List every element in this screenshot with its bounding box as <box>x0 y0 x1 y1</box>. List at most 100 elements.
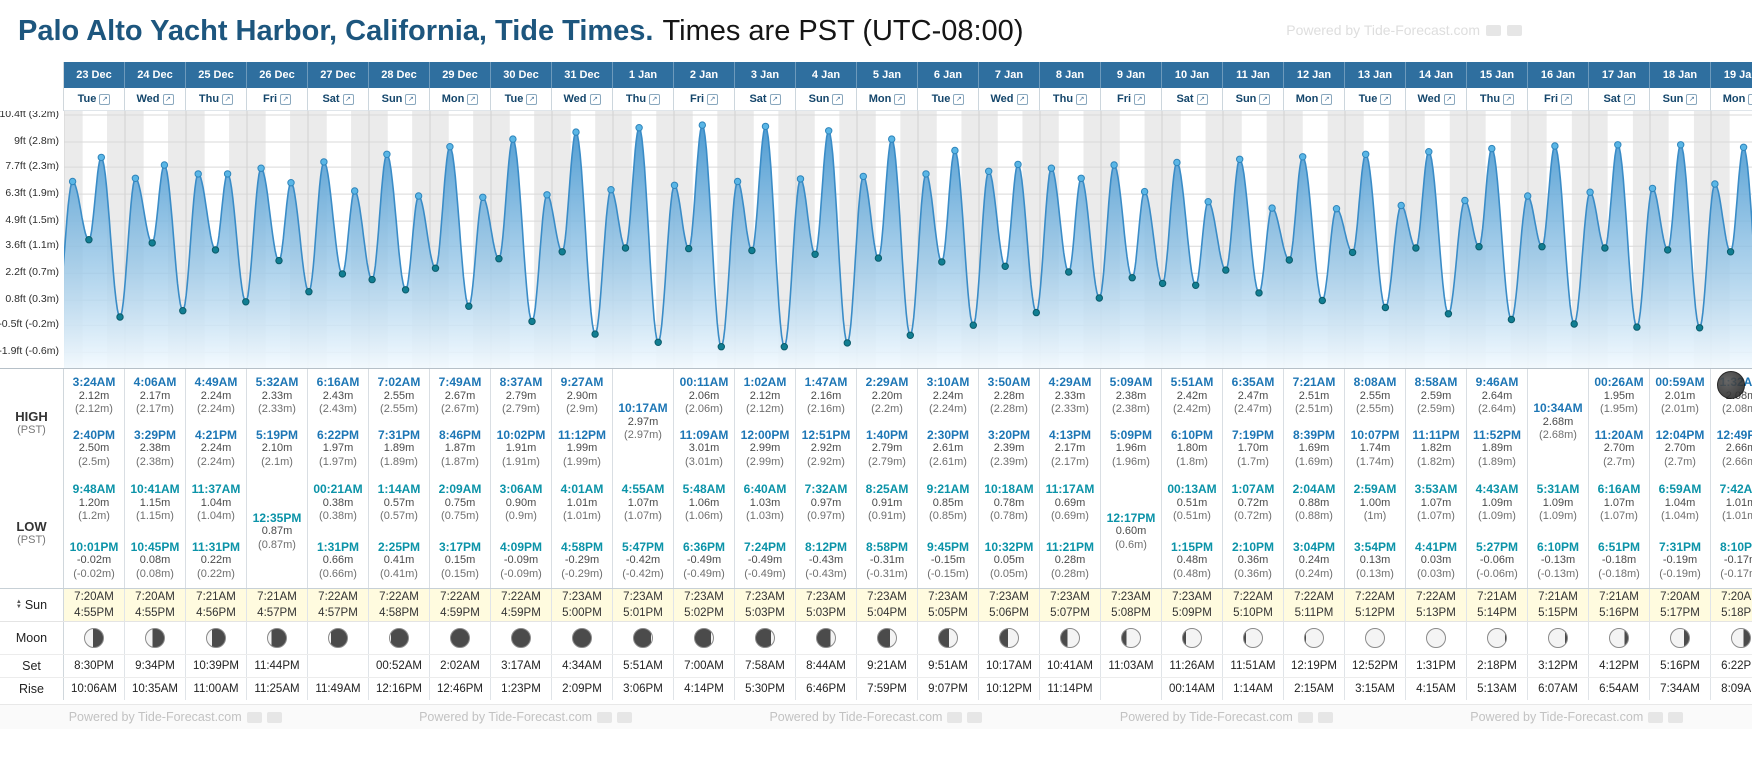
high-tide-time: 12:51PM <box>801 427 851 442</box>
expand-day-icon[interactable]: ↗ <box>1686 93 1698 105</box>
expand-day-icon[interactable]: ↗ <box>1623 93 1635 105</box>
expand-day-icon[interactable]: ↗ <box>1748 93 1752 105</box>
sunrise-time: 7:20AM <box>74 591 114 603</box>
high-tide-entry: 12:51PM 2.92m (2.92m) <box>796 427 856 470</box>
expand-day-icon[interactable]: ↗ <box>1321 93 1333 105</box>
expand-day-icon[interactable]: ↗ <box>832 93 844 105</box>
expand-day-icon[interactable]: ↗ <box>769 93 781 105</box>
moonset-cell: 11:51AM <box>1223 655 1284 677</box>
low-tide-cell: 10:41AM 1.15m (1.15m) 10:45PM 0.08m (0.08m) <box>125 476 186 588</box>
moonrise-cell: 11:14PM <box>1040 678 1101 700</box>
expand-day-icon[interactable]: ↗ <box>222 93 234 105</box>
sunset-time: 5:10PM <box>1233 607 1273 619</box>
expand-day-icon[interactable]: ↗ <box>894 93 906 105</box>
high-tide-time: 2:30PM <box>926 427 970 442</box>
high-tide-height-alt: (1.82m) <box>1417 455 1455 468</box>
expand-day-icon[interactable]: ↗ <box>99 93 111 105</box>
date-header-cell: 29 Dec <box>430 62 491 88</box>
high-tide-time: 10:34AM <box>1533 401 1583 416</box>
sunrise-time: 7:23AM <box>867 591 907 603</box>
high-tide-entry: 9:46AM 2.64m (2.64m) <box>1467 375 1527 417</box>
high-tide-height-alt: (2.12m) <box>746 403 784 415</box>
high-tide-entry: 11:52PM 1.89m (1.89m) <box>1467 428 1527 470</box>
expand-day-icon[interactable]: ↗ <box>162 93 174 105</box>
low-tide-entry: 6:51PM -0.18m (-0.18m) <box>1589 540 1649 582</box>
date-header-cell: 14 Jan <box>1406 62 1467 88</box>
high-tide-height: 2.47m <box>1237 389 1269 402</box>
high-tide-height-alt: (2.51m) <box>1295 403 1333 415</box>
expand-day-icon[interactable]: ↗ <box>467 93 479 105</box>
high-tide-height-alt: (2.24m) <box>929 403 967 415</box>
high-tide-entry: 11:20AM 2.70m (2.7m) <box>1589 428 1649 470</box>
expand-day-icon[interactable]: ↗ <box>649 93 661 105</box>
weekday-corner-cell <box>0 88 64 111</box>
weekday-label: Fri <box>1116 93 1132 105</box>
expand-day-icon[interactable]: ↗ <box>526 93 538 105</box>
low-tide-height-alt: (1.06m) <box>685 510 723 522</box>
expand-day-icon[interactable]: ↗ <box>1503 93 1515 105</box>
weekday-label: Thu <box>1479 93 1501 105</box>
low-tide-entry: 2:25PM 0.41m (0.41m) <box>369 540 429 582</box>
expand-day-icon[interactable]: ↗ <box>405 93 417 105</box>
high-tide-height-alt: (1.74m) <box>1356 455 1394 468</box>
high-tide-height: 2.66m <box>1725 442 1752 454</box>
expand-day-icon[interactable]: ↗ <box>1443 93 1455 105</box>
low-tide-height: 0.91m <box>871 496 903 509</box>
low-tide-entry: 7:32AM 0.97m (0.97m) <box>796 482 856 524</box>
low-tide-height: 1.09m <box>1481 496 1513 509</box>
moon-phase-icon <box>877 628 897 648</box>
high-tide-height: 2.38m <box>1115 389 1147 402</box>
expand-day-icon[interactable]: ↗ <box>589 93 601 105</box>
low-tide-entry: 2:04AM 0.88m (0.88m) <box>1284 482 1344 524</box>
expand-day-icon[interactable]: ↗ <box>1259 93 1271 105</box>
high-tide-height: 2.50m <box>78 442 110 454</box>
moon-phase-icon <box>938 628 958 648</box>
high-tide-height: 2.16m <box>810 389 842 402</box>
expand-day-icon[interactable]: ↗ <box>1380 93 1392 105</box>
high-tide-time: 5:32AM <box>255 375 299 389</box>
moon-cell <box>918 622 979 654</box>
y-axis-label: 6.3ft (1.9m) <box>5 187 59 200</box>
low-tide-entry: 10:41AM 1.15m (1.15m) <box>125 482 185 524</box>
high-tide-height: 3.01m <box>688 442 720 454</box>
floating-circle-button[interactable] <box>1717 371 1745 399</box>
expand-day-icon[interactable]: ↗ <box>1561 93 1573 105</box>
high-tide-height: 2.24m <box>200 442 232 454</box>
weekday-cell: Sat ↗ <box>1162 88 1223 111</box>
expand-day-icon[interactable]: ↗ <box>707 93 719 105</box>
date-header-cell: 9 Jan <box>1101 62 1162 88</box>
moonrise-cell: 2:09PM <box>552 678 613 700</box>
high-tide-height-alt: (2.38m) <box>1112 403 1150 415</box>
sunrise-time: 7:20AM <box>1660 591 1700 603</box>
expand-day-icon[interactable]: ↗ <box>953 93 965 105</box>
high-tide-height-alt: (2.1m) <box>261 455 293 468</box>
low-tide-height-alt: (0.69m) <box>1051 510 1089 522</box>
expand-day-icon[interactable]: ↗ <box>342 93 354 105</box>
weekday-label: Wed <box>1417 93 1441 105</box>
high-tide-time: 12:00PM <box>740 427 790 442</box>
low-tide-height-alt: (1.03m) <box>746 510 784 522</box>
down-arrow-icon: ▼ <box>15 604 22 610</box>
high-tide-height: 2.43m <box>322 389 354 402</box>
y-axis-label: 9ft (2.8m) <box>14 135 59 148</box>
high-tide-height: 1.70m <box>1237 442 1269 454</box>
date-header-cell: 28 Dec <box>369 62 430 88</box>
low-tide-cell: 12:35PM 0.87m (0.87m) <box>247 476 308 588</box>
moonrise-cell: 10:06AM <box>64 678 125 700</box>
sun-times-cell: 7:23AM 5:04PM <box>857 589 918 621</box>
low-tide-entry: 4:41PM 0.03m (0.03m) <box>1406 540 1466 582</box>
low-tide-height: 0.88m <box>1298 496 1330 509</box>
weekday-label: Sun <box>1235 93 1257 105</box>
expand-day-icon[interactable]: ↗ <box>1016 93 1028 105</box>
expand-day-icon[interactable]: ↗ <box>1196 93 1208 105</box>
high-tide-entry: 7:31PM 1.89m (1.89m) <box>369 428 429 470</box>
high-tide-height-alt: (2.55m) <box>380 403 418 415</box>
sunrise-time: 7:21AM <box>257 591 297 603</box>
expand-day-icon[interactable]: ↗ <box>1076 93 1088 105</box>
weekday-label: Wed <box>136 93 160 105</box>
weekday-cell: Sun ↗ <box>796 88 857 111</box>
low-tide-height: 0.72m <box>1237 496 1269 509</box>
sunset-time: 4:56PM <box>196 607 236 619</box>
expand-day-icon[interactable]: ↗ <box>1134 93 1146 105</box>
expand-day-icon[interactable]: ↗ <box>280 93 292 105</box>
